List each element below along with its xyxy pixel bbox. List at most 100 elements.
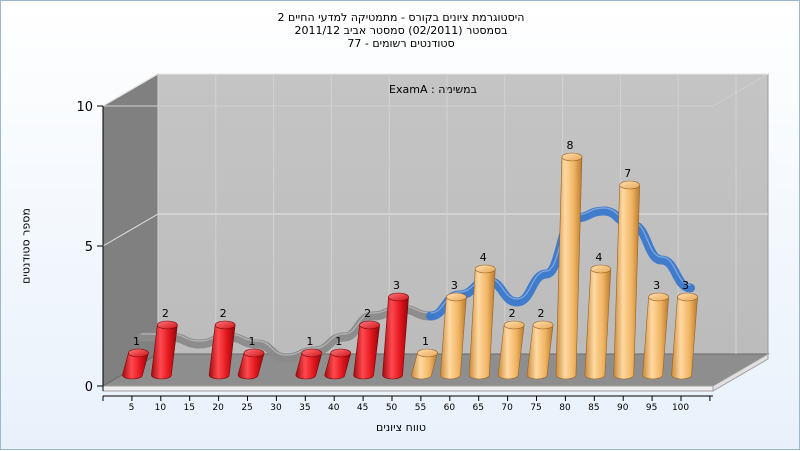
bar: 1 [324,335,352,380]
bar-top [590,264,612,274]
floor-edge [102,385,714,392]
bar: 3 [642,279,669,380]
bar: 2 [353,307,380,380]
x-tick-label: 85 [588,403,599,413]
x-tick-label: 45 [357,403,368,413]
bar: 2 [151,307,178,380]
y-axis-label: מספר סטודנטים [19,208,33,284]
bar-value-label: 3 [653,279,660,292]
bar-top [474,264,496,274]
bar-body [382,296,409,380]
bar-top [677,292,698,302]
title-line-2: בסמסטר (02/2011) סמסטר אביב 2011/12 [294,24,508,37]
x-tick-label: 25 [241,403,252,413]
trend-ribbon-fail-highlight [141,305,431,356]
x-tick-label: 30 [270,403,282,413]
bar-top [417,348,438,358]
bar-value-label: 1 [306,335,313,348]
bar-value-label: 4 [595,251,602,264]
bar: 1 [122,335,149,380]
bar-top [648,292,669,302]
x-tick-label: 80 [559,403,571,413]
bar-body [295,352,323,380]
trend-ribbon-fail [136,304,435,363]
bar-body [440,296,467,380]
bar-body [324,352,352,380]
x-tick-label: 20 [212,403,224,413]
right-edge [712,353,769,392]
gridline-side [102,73,159,107]
bar-top [359,320,380,330]
bar-value-label: 2 [364,307,371,320]
bar-value-label: 1 [249,335,256,348]
bar: 4 [468,251,496,380]
x-tick-label: 95 [646,403,657,413]
bar-top [446,292,467,302]
bar-value-label: 3 [682,279,689,292]
bar-body [151,324,178,380]
bar-body [526,324,554,380]
x-tick-label: 75 [530,403,541,413]
bar: 7 [613,167,641,380]
bar-top [128,348,149,358]
y-tick-label: 10 [76,100,93,115]
bar-top [301,348,323,358]
x-axis-label: טווח ציונים [376,421,426,434]
bar: 1 [237,335,265,380]
chart-title: היסטוגרמת ציונים בקורס - מתמטיקה למדעי ה… [1,11,800,50]
bar-value-label: 1 [335,335,342,348]
x-tick-label: 50 [386,403,398,413]
bar-top [503,320,525,330]
x-tick-label: 90 [617,403,629,413]
bar-body [671,296,698,380]
bar: 8 [555,139,583,380]
y-tick-label: 0 [85,380,93,395]
bar-top [561,152,583,162]
bar: 2 [208,307,236,380]
bar-top [532,320,554,330]
bar-top [214,320,236,330]
bar-value-label: 2 [509,307,516,320]
bar: 1 [295,335,323,380]
bar-body [353,324,380,380]
x-tick-label: 35 [299,403,310,413]
x-tick-label: 70 [501,403,513,413]
bar-body [208,324,236,380]
bar-body [497,324,525,380]
bar-value-label: 8 [566,139,573,152]
bar-value-label: 7 [624,167,631,180]
chart-subtitle: במשימה : ExamA [389,83,477,96]
bar-value-label: 2 [162,307,169,320]
x-tick-label: 15 [184,403,195,413]
title-line-1: היסטוגרמת ציונים בקורס - מתמטיקה למדעי ה… [277,11,525,24]
bar-value-label: 1 [422,335,429,348]
bar-body [468,268,496,380]
x-tick-label: 40 [328,403,340,413]
x-tick-label: 100 [672,403,689,413]
bar-top [243,348,265,358]
bar-body [555,156,583,380]
bar: 1 [411,335,438,380]
bar: 2 [526,307,554,380]
bar-body [613,184,641,380]
bar: 2 [497,307,525,380]
bar-body [411,352,438,380]
bar-top [157,320,178,330]
bar-body [584,268,612,380]
title-line-3: סטודנטים רשומים - 77 [347,37,455,50]
bar: 3 [440,279,467,380]
bar-top [330,348,352,358]
bar-body [237,352,265,380]
bar-value-label: 3 [393,279,400,292]
bar-value-label: 2 [538,307,545,320]
bar: 3 [671,279,698,380]
y-tick-label: 5 [85,240,93,255]
x-tick-label: 55 [415,403,426,413]
bar-value-label: 2 [220,307,227,320]
x-tick-label: 5 [129,403,135,413]
bar-top [388,292,409,302]
bar: 3 [382,279,409,380]
x-tick-label: 65 [473,403,484,413]
